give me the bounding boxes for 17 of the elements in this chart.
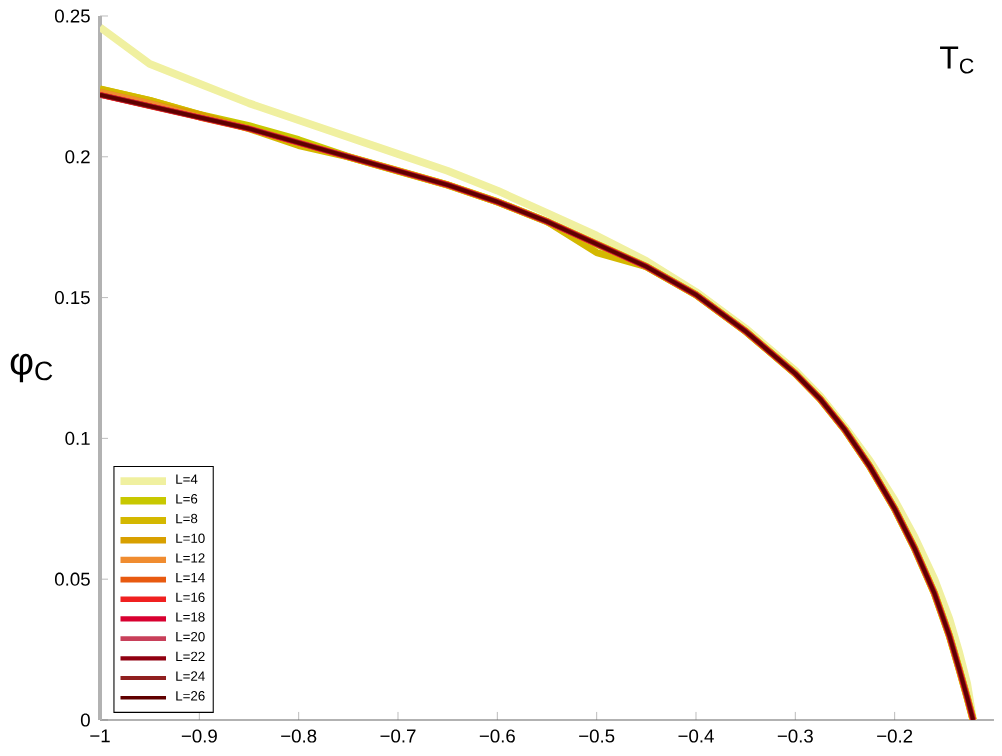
x-tick-label: −0.7 (380, 729, 416, 743)
y-tick-label: 0.2 (65, 150, 90, 164)
x-tick-label: −0.4 (678, 729, 714, 743)
x-tick-label: −0.5 (579, 729, 615, 743)
x-tick-label: −1 (90, 729, 110, 743)
x-tick-label: −0.9 (181, 729, 217, 743)
x-tick-label: −0.8 (281, 729, 317, 743)
y-tick-label: 0.05 (54, 572, 90, 586)
y-tick-label: 0.15 (54, 291, 90, 305)
y-tick-label: 0 (80, 713, 90, 727)
x-tick-label: −0.2 (877, 729, 913, 743)
y-tick-label: 0.25 (54, 9, 90, 23)
y-axis-title: φ$_{C}$ (10, 353, 53, 383)
x-tick-label: −0.3 (777, 729, 813, 743)
x-tick-label: −0.6 (479, 729, 515, 743)
y-tick-label: 0.1 (65, 431, 90, 445)
annotation: T$_{C}$ (940, 46, 974, 74)
